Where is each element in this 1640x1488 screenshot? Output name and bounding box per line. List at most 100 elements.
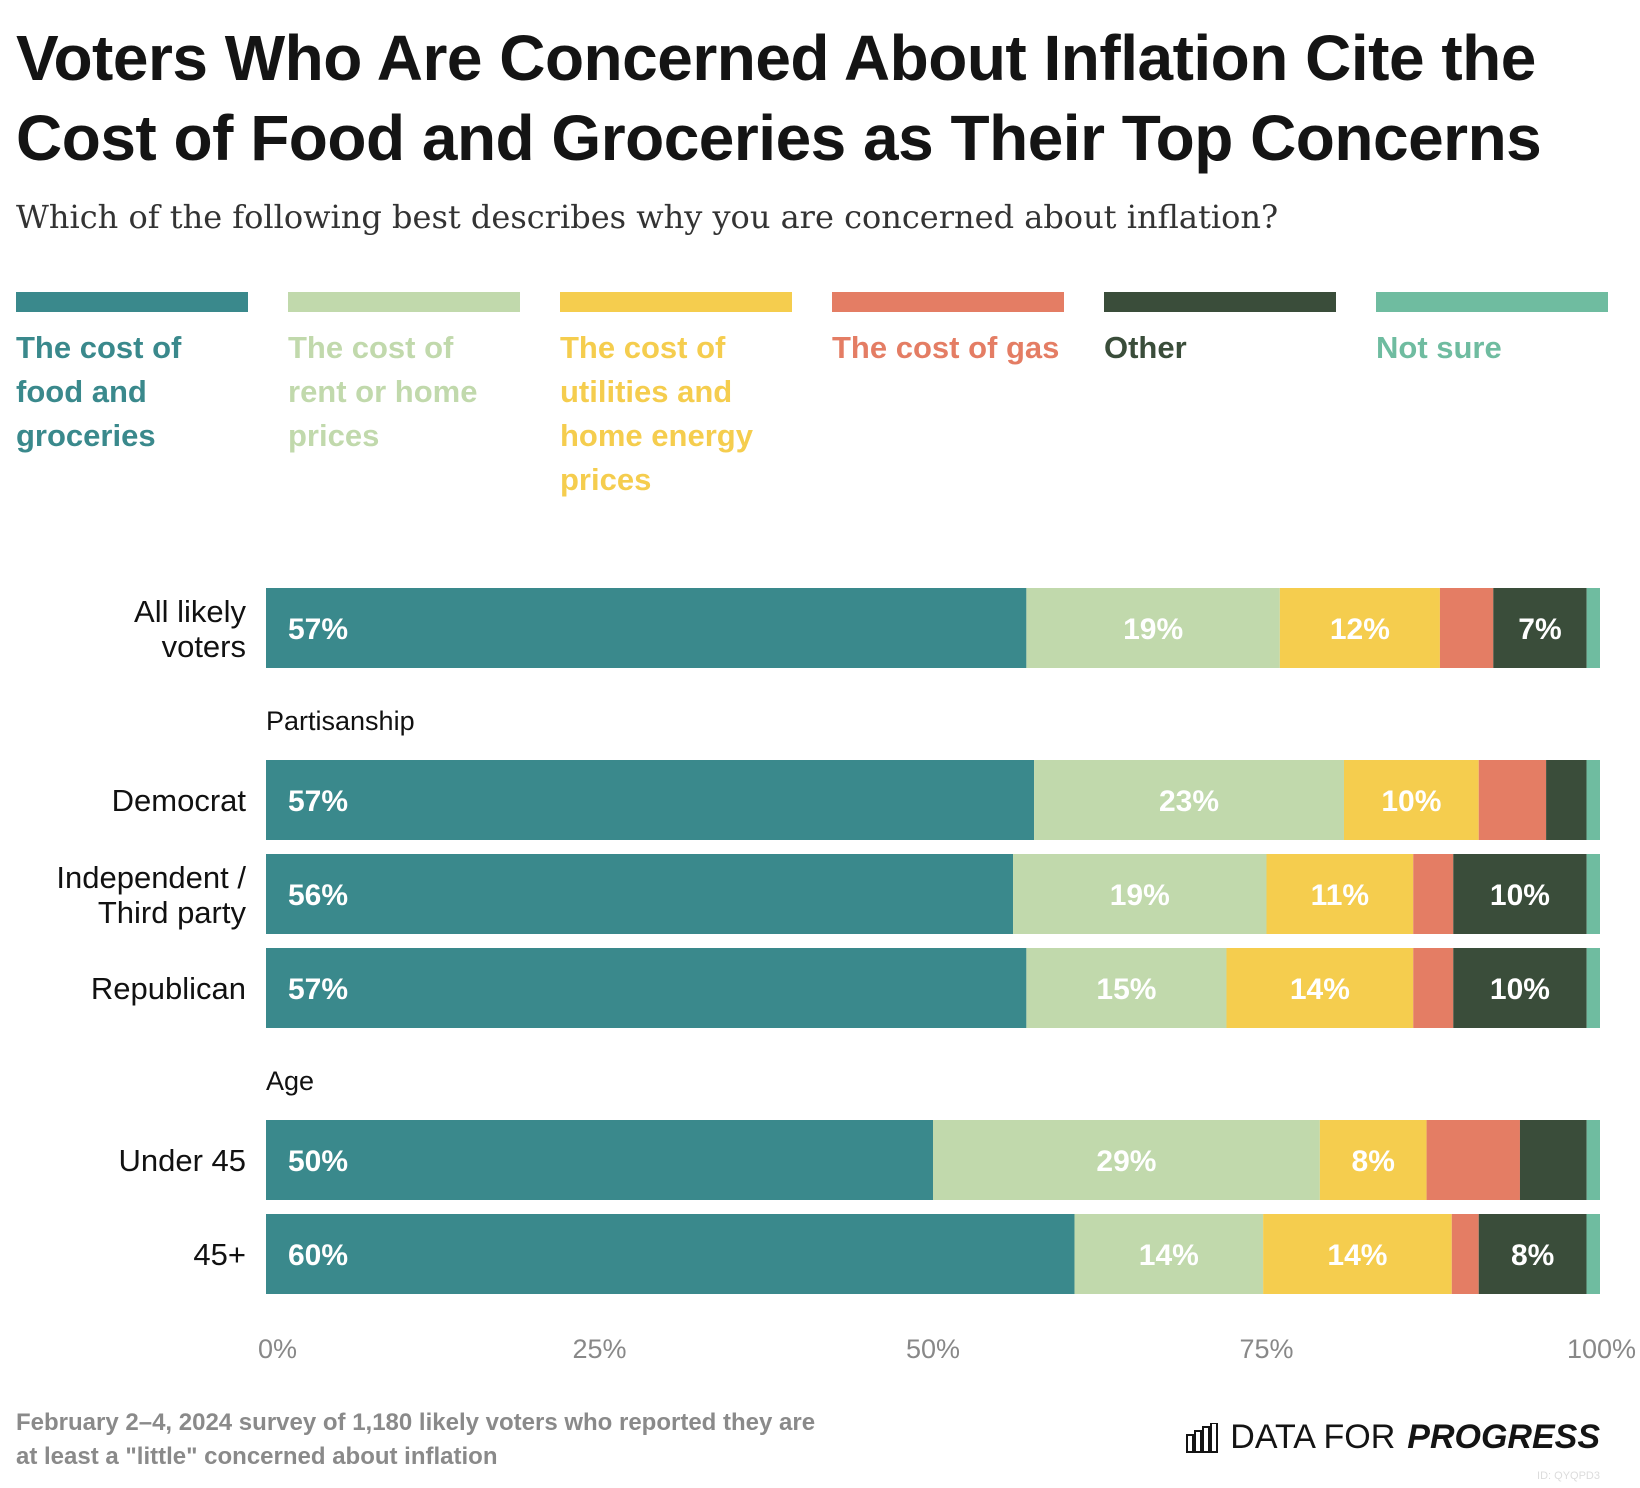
legend-swatch	[1376, 292, 1608, 312]
legend-swatch	[288, 292, 520, 312]
data-label: 19%	[1123, 613, 1183, 646]
group-label: Age	[266, 1066, 314, 1096]
brand-logo: DATA FOR PROGRESS	[1186, 1418, 1600, 1457]
bar-segment	[1074, 1214, 1264, 1294]
bar-segment	[1546, 760, 1587, 840]
data-label: 14%	[1327, 1239, 1387, 1272]
category-label: Under 45	[118, 1143, 246, 1178]
data-label: 57%	[288, 613, 348, 646]
bar-segment	[1013, 854, 1267, 934]
bar-segment	[266, 948, 1027, 1028]
bar-segment	[266, 760, 1035, 840]
data-label: 10%	[1381, 785, 1441, 818]
data-label: 7%	[1518, 613, 1561, 646]
category-label: voters	[162, 629, 246, 664]
data-label: 14%	[1290, 973, 1350, 1006]
chart-subtitle: Which of the following best describes wh…	[16, 198, 1279, 236]
legend-label: The cost of rent or home prices	[288, 330, 478, 453]
category-label: All likely	[134, 594, 246, 629]
bar-segment	[1519, 1120, 1587, 1200]
data-label: 29%	[1096, 1145, 1156, 1178]
brand-strong-text: PROGRESS	[1407, 1418, 1600, 1456]
legend-label: The cost of gas	[832, 330, 1060, 365]
x-tick-label: 25%	[572, 1334, 626, 1364]
x-tick-label: 75%	[1239, 1334, 1293, 1364]
bar-segment	[1478, 1214, 1587, 1294]
category-label: Independent /	[56, 860, 246, 895]
bar-segment	[1586, 948, 1600, 1028]
bar-segment	[1478, 760, 1547, 840]
legend-swatch	[560, 292, 792, 312]
brand-light-text: DATA FOR	[1230, 1418, 1396, 1456]
legend-label: The cost of utilities and home energy pr…	[560, 330, 753, 497]
legend: The cost of food and groceries The cost …	[16, 292, 1616, 512]
bar-segment	[1426, 1120, 1520, 1200]
data-label: 12%	[1330, 613, 1390, 646]
bar-segment	[266, 1120, 933, 1200]
category-label: 45+	[193, 1237, 246, 1272]
bar-segment	[266, 588, 1027, 668]
bar-segment	[1413, 854, 1454, 934]
data-label: 56%	[288, 879, 348, 912]
bar-segment	[266, 854, 1014, 934]
chart-title: Voters Who Are Concerned About Inflation…	[16, 22, 1542, 174]
chart-id: ID: QYQPD3	[1537, 1470, 1600, 1482]
category-label: Republican	[91, 971, 246, 1006]
data-label: 10%	[1490, 973, 1550, 1006]
legend-item-other: Other	[1104, 292, 1336, 370]
legend-item-rent: The cost of rent or home prices	[288, 292, 520, 458]
bar-segment	[1413, 948, 1454, 1028]
legend-swatch	[16, 292, 248, 312]
category-label: Democrat	[112, 783, 247, 818]
bar-segment	[1026, 588, 1280, 668]
bar-segment	[1586, 1120, 1600, 1200]
group-label: Partisanship	[266, 706, 415, 736]
legend-label: Not sure	[1376, 330, 1502, 365]
bar-segment	[1034, 760, 1344, 840]
bar-segment	[1453, 854, 1587, 934]
bar-segment	[1493, 588, 1587, 668]
legend-item-gas: The cost of gas	[832, 292, 1064, 370]
legend-swatch	[832, 292, 1064, 312]
data-label: 11%	[1311, 879, 1369, 912]
bar-segment	[1343, 760, 1479, 840]
data-label: 15%	[1096, 973, 1156, 1006]
data-label: 14%	[1139, 1239, 1199, 1272]
legend-label: Other	[1104, 330, 1187, 365]
footnote: February 2–4, 2024 survey of 1,180 likel…	[16, 1409, 816, 1470]
bar-segment	[1586, 588, 1600, 668]
bar-segment	[1266, 854, 1414, 934]
data-label: 10%	[1490, 879, 1550, 912]
category-label: Third party	[98, 895, 247, 930]
data-label: 50%	[288, 1145, 348, 1178]
bar-chart-icon	[1186, 1422, 1219, 1453]
bar-segment	[1026, 948, 1227, 1028]
data-label: 8%	[1352, 1145, 1395, 1178]
bar-segment	[1226, 948, 1414, 1028]
legend-swatch	[1104, 292, 1336, 312]
legend-item-food: The cost of food and groceries	[16, 292, 248, 458]
x-tick-label: 100%	[1567, 1334, 1636, 1364]
bar-segment	[933, 1120, 1320, 1200]
legend-item-utilities: The cost of utilities and home energy pr…	[560, 292, 792, 502]
bar-segment	[1586, 854, 1600, 934]
x-tick-label: 0%	[258, 1334, 297, 1364]
data-label: 19%	[1110, 879, 1170, 912]
bar-segment	[1439, 588, 1494, 668]
data-label: 57%	[288, 785, 348, 818]
data-label: 23%	[1159, 785, 1219, 818]
bar-segment	[1451, 1214, 1479, 1294]
legend-item-not-sure: Not sure	[1376, 292, 1608, 370]
bar-segment	[1263, 1214, 1452, 1294]
bar-segment	[1453, 948, 1587, 1028]
bar-segment	[1586, 760, 1600, 840]
data-label: 8%	[1511, 1239, 1554, 1272]
bar-segment	[1586, 1214, 1600, 1294]
legend-label: The cost of food and groceries	[16, 330, 182, 453]
bar-segment	[1319, 1120, 1427, 1200]
bar-segment	[1279, 588, 1440, 668]
x-tick-label: 50%	[906, 1334, 960, 1364]
data-label: 60%	[288, 1239, 348, 1272]
data-label: 57%	[288, 973, 348, 1006]
